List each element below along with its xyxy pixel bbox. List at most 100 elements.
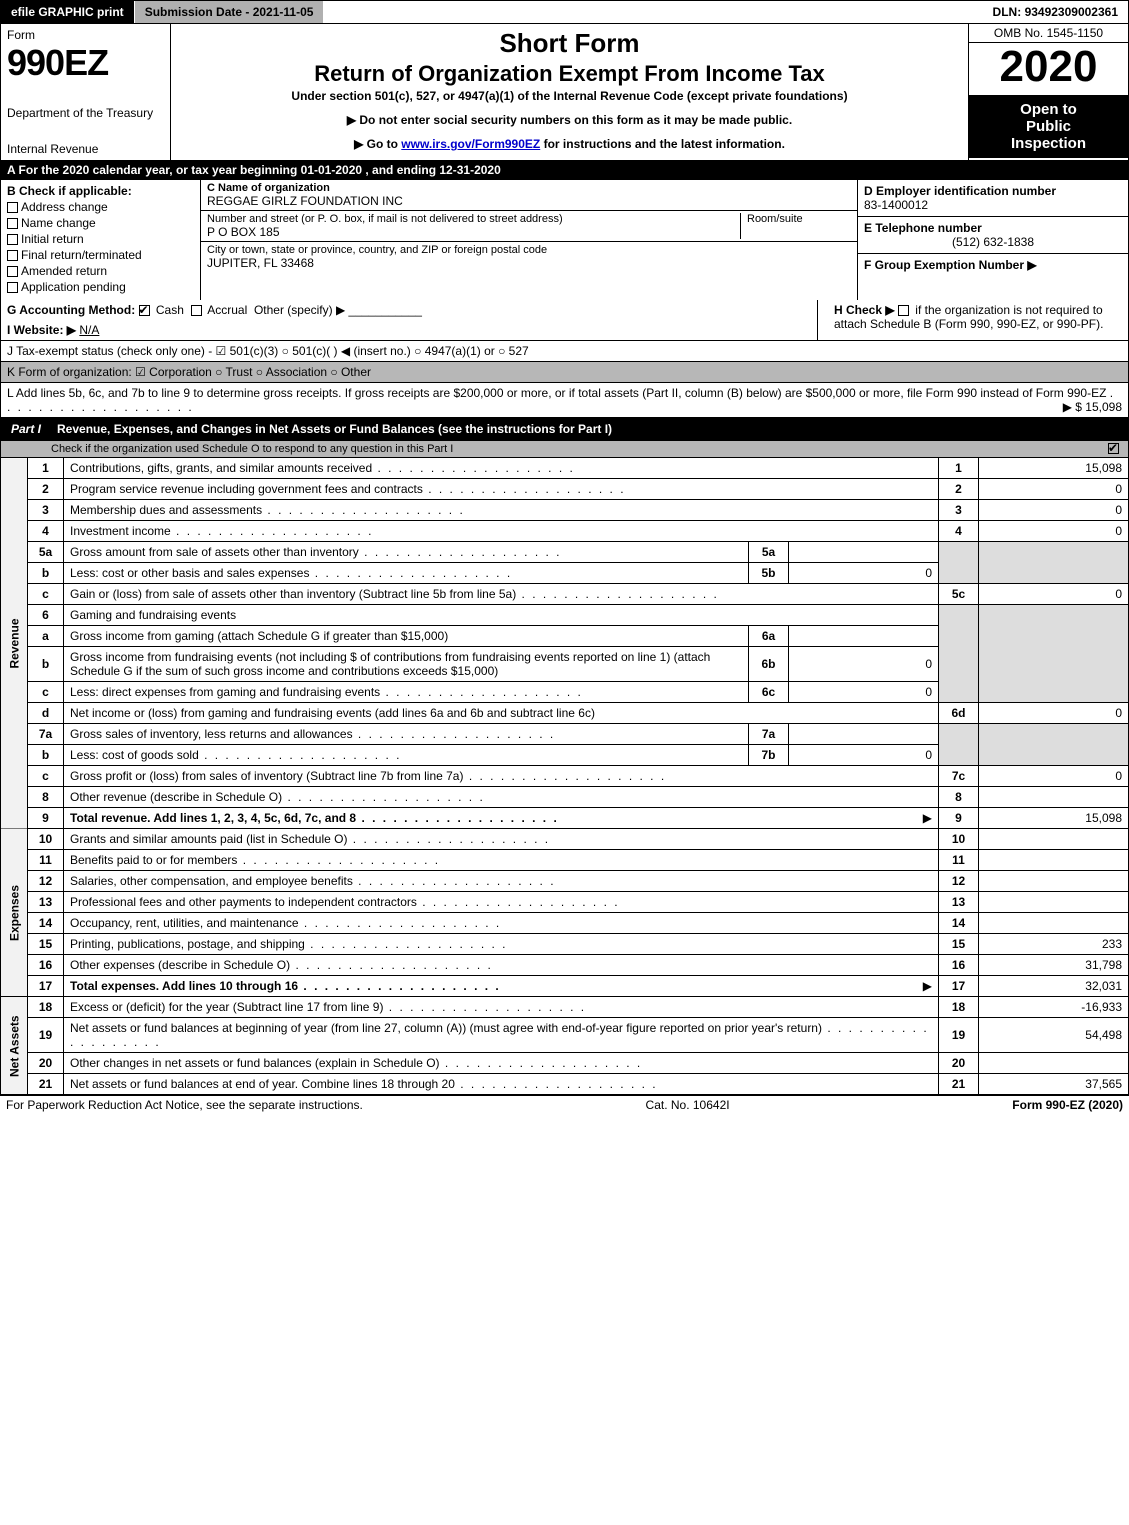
chk-initial-return[interactable]: Initial return xyxy=(7,232,194,246)
line-11: 11 Benefits paid to or for members 11 xyxy=(1,850,1129,871)
line-8: 8 Other revenue (describe in Schedule O)… xyxy=(1,787,1129,808)
row-a-taxyear: A For the 2020 calendar year, or tax yea… xyxy=(0,161,1129,180)
l4-col: 4 xyxy=(939,521,979,542)
dept-irs: Internal Revenue xyxy=(7,142,164,156)
chk-cash[interactable] xyxy=(139,305,150,316)
l3-lbl: Membership dues and assessments xyxy=(70,503,465,517)
l6d-col: 6d xyxy=(939,703,979,724)
revenue-side-label: Revenue xyxy=(1,458,28,829)
l13-val xyxy=(979,892,1129,913)
l12-lbl: Salaries, other compensation, and employ… xyxy=(70,874,556,888)
l6c-lbl: Less: direct expenses from gaming and fu… xyxy=(70,685,583,699)
accrual-label: Accrual xyxy=(207,303,247,317)
l1-n: 1 xyxy=(28,458,64,479)
l6c-mid-v: 0 xyxy=(789,682,939,703)
box-b-title: B Check if applicable: xyxy=(7,184,194,198)
part-i-title: Revenue, Expenses, and Changes in Net As… xyxy=(51,418,1128,440)
l5a-mid-v xyxy=(789,542,939,563)
box-h: H Check ▶ if the organization is not req… xyxy=(828,300,1128,340)
l7a-mid-n: 7a xyxy=(749,724,789,745)
org-addr-label: Number and street (or P. O. box, if mail… xyxy=(207,213,734,225)
goto-link[interactable]: www.irs.gov/Form990EZ xyxy=(401,137,540,151)
group-exemption-row: F Group Exemption Number ▶ xyxy=(858,254,1128,276)
l5a-lbl: Gross amount from sale of assets other t… xyxy=(70,545,562,559)
l8-val xyxy=(979,787,1129,808)
chk-sched-b[interactable] xyxy=(898,305,909,316)
l5a-n: 5a xyxy=(28,542,64,563)
l5b-lbl: Less: cost or other basis and sales expe… xyxy=(70,566,512,580)
l7b-mid-n: 7b xyxy=(749,745,789,766)
goto-pre: ▶ Go to xyxy=(354,137,401,151)
l7c-val: 0 xyxy=(979,766,1129,787)
chk-application-pending[interactable]: Application pending xyxy=(7,280,194,294)
dept-treasury: Department of the Treasury xyxy=(7,106,164,120)
l5c-col: 5c xyxy=(939,584,979,605)
l9-arrow-icon: ▶ xyxy=(923,811,932,825)
goto-line: ▶ Go to www.irs.gov/Form990EZ for instru… xyxy=(177,137,962,151)
chk-address-change[interactable]: Address change xyxy=(7,200,194,214)
org-name-row: C Name of organization REGGAE GIRLZ FOUN… xyxy=(201,180,857,211)
row-j: J Tax-exempt status (check only one) - ☑… xyxy=(0,341,1129,362)
chk-accrual[interactable] xyxy=(191,305,202,316)
l18-col: 18 xyxy=(939,997,979,1018)
submission-date: Submission Date - 2021-11-05 xyxy=(135,1,324,23)
row-g-h: G Accounting Method: Cash Accrual Other … xyxy=(0,300,1129,341)
dln-value: 93492309002361 xyxy=(1025,5,1118,19)
l5c-n: c xyxy=(28,584,64,605)
l5ab-col-shade xyxy=(939,542,979,584)
l19-n: 19 xyxy=(28,1018,64,1053)
group-exemption-label: F Group Exemption Number ▶ xyxy=(864,258,1037,272)
l11-col: 11 xyxy=(939,850,979,871)
l7a-lbl: Gross sales of inventory, less returns a… xyxy=(70,727,555,741)
l7c-lbl: Gross profit or (loss) from sales of inv… xyxy=(70,769,666,783)
l6c-mid-n: 6c xyxy=(749,682,789,703)
row-l: L Add lines 5b, 6c, and 7b to line 9 to … xyxy=(0,383,1129,418)
l14-n: 14 xyxy=(28,913,64,934)
line-4: 4 Investment income 4 0 xyxy=(1,521,1129,542)
tax-year: 2020 xyxy=(969,43,1128,95)
chk-amended-return[interactable]: Amended return xyxy=(7,264,194,278)
form-subtitle: Under section 501(c), 527, or 4947(a)(1)… xyxy=(177,89,962,103)
page-footer: For Paperwork Reduction Act Notice, see … xyxy=(0,1095,1129,1114)
part-i-tag: Part I xyxy=(1,418,51,440)
l6-n: 6 xyxy=(28,605,64,626)
l16-n: 16 xyxy=(28,955,64,976)
l8-col: 8 xyxy=(939,787,979,808)
l10-n: 10 xyxy=(28,829,64,850)
efile-print-button[interactable]: efile GRAPHIC print xyxy=(1,1,135,23)
l6b-mid-n: 6b xyxy=(749,647,789,682)
form-word: Form xyxy=(7,28,164,42)
box-b: B Check if applicable: Address change Na… xyxy=(1,180,201,300)
l6d-lbl: Net income or (loss) from gaming and fun… xyxy=(64,703,939,724)
l7b-n: b xyxy=(28,745,64,766)
chk-initial-return-label: Initial return xyxy=(21,232,84,246)
line-21: 21 Net assets or fund balances at end of… xyxy=(1,1074,1129,1095)
chk-final-return[interactable]: Final return/terminated xyxy=(7,248,194,262)
chk-name-change[interactable]: Name change xyxy=(7,216,194,230)
line-19: 19 Net assets or fund balances at beginn… xyxy=(1,1018,1129,1053)
l14-col: 14 xyxy=(939,913,979,934)
l6a-mid-v xyxy=(789,626,939,647)
line-7c: c Gross profit or (loss) from sales of i… xyxy=(1,766,1129,787)
header-center: Short Form Return of Organization Exempt… xyxy=(171,24,968,160)
line-16: 16 Other expenses (describe in Schedule … xyxy=(1,955,1129,976)
l15-col: 15 xyxy=(939,934,979,955)
identity-grid: B Check if applicable: Address change Na… xyxy=(0,180,1129,300)
l4-lbl: Investment income xyxy=(70,524,373,538)
chk-schedule-o[interactable] xyxy=(1108,443,1119,454)
form-title: Return of Organization Exempt From Incom… xyxy=(177,61,962,87)
l4-val: 0 xyxy=(979,521,1129,542)
line-9: 9 Total revenue. Add lines 1, 2, 3, 4, 5… xyxy=(1,808,1129,829)
l7a-n: 7a xyxy=(28,724,64,745)
l6b-mid-v: 0 xyxy=(789,647,939,682)
l5b-mid-n: 5b xyxy=(749,563,789,584)
footer-left: For Paperwork Reduction Act Notice, see … xyxy=(6,1098,363,1112)
l6a-n: a xyxy=(28,626,64,647)
box-g: G Accounting Method: Cash Accrual Other … xyxy=(1,300,818,340)
h-label: H Check ▶ xyxy=(834,303,895,317)
l16-val: 31,798 xyxy=(979,955,1129,976)
l21-val: 37,565 xyxy=(979,1074,1129,1095)
footer-mid: Cat. No. 10642I xyxy=(646,1098,730,1112)
l11-lbl: Benefits paid to or for members xyxy=(70,853,440,867)
l12-col: 12 xyxy=(939,871,979,892)
